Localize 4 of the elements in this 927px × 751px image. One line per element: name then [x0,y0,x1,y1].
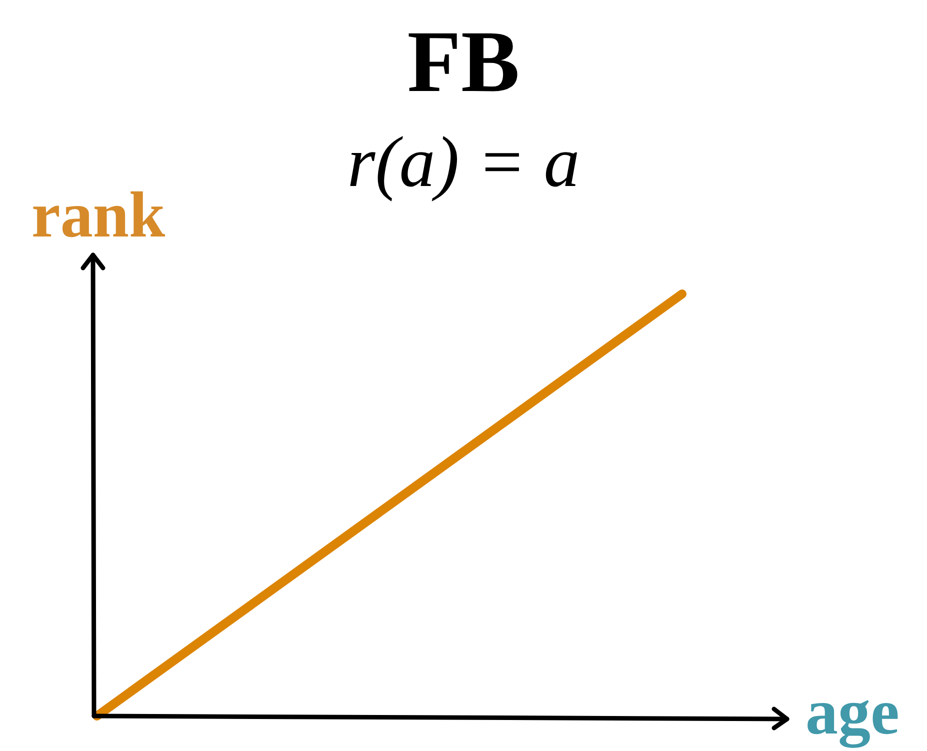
chart-subtitle: r(a) = a [347,122,580,202]
chart-title: FB [407,14,520,111]
x-axis-title: age [806,676,900,748]
y-axis-title: rank [32,180,166,252]
